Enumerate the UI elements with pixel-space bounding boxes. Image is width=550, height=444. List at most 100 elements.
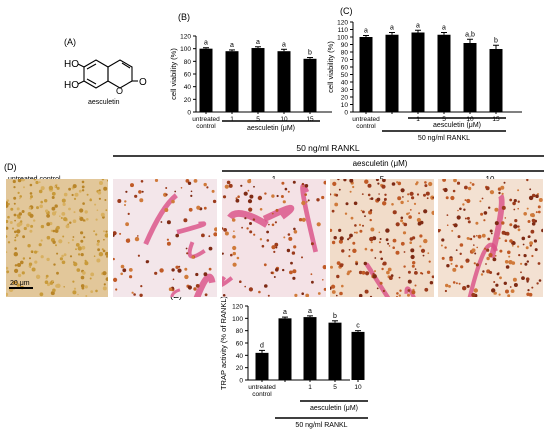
cell-dot xyxy=(485,186,490,191)
cell-dot xyxy=(352,185,355,189)
cell-dot xyxy=(407,200,409,203)
cell-dot xyxy=(235,198,240,203)
cell-dot xyxy=(466,284,470,288)
cell-dot xyxy=(78,189,82,193)
significance-letter-e-3: b xyxy=(333,313,337,320)
cell-dot xyxy=(6,251,8,253)
cell-dot xyxy=(14,268,19,273)
cell-dot xyxy=(531,218,536,223)
cell-dot xyxy=(522,243,525,246)
cell-dot xyxy=(287,190,290,193)
micrograph-untreated-control xyxy=(6,179,108,297)
cell-dot xyxy=(191,255,195,259)
cell-dot xyxy=(94,203,97,206)
cell-dot xyxy=(440,244,443,247)
cell-dot xyxy=(388,276,393,280)
cell-dot xyxy=(538,279,542,282)
cell-dot xyxy=(523,254,527,258)
cell-dot xyxy=(113,234,115,237)
cell-dot xyxy=(445,283,449,288)
cell-dot xyxy=(63,217,68,222)
y-tick-label-b: 20 xyxy=(184,97,192,104)
cell-dot xyxy=(52,280,54,283)
cell-dot xyxy=(538,198,543,202)
cell-dot xyxy=(17,179,22,183)
cell-dot xyxy=(343,179,347,182)
cell-dot xyxy=(100,212,105,217)
cell-dot xyxy=(479,200,482,203)
cell-dot xyxy=(467,186,472,191)
cell-dot xyxy=(330,228,333,232)
cell-dot xyxy=(281,181,285,185)
hydroxyl-bottom: HO xyxy=(64,80,79,91)
cell-dot xyxy=(459,207,462,211)
cell-dot xyxy=(498,237,501,240)
cell-dot xyxy=(63,192,68,197)
x-tick-label-b-1: 1 xyxy=(230,116,234,123)
cell-dot xyxy=(507,294,511,297)
cell-dot xyxy=(6,226,9,230)
cell-dot xyxy=(345,202,349,206)
cell-dot xyxy=(301,200,306,206)
cell-dot xyxy=(392,246,396,249)
cell-dot xyxy=(101,179,105,181)
cell-dot xyxy=(409,241,413,244)
cell-dot xyxy=(537,262,541,265)
cell-dot xyxy=(253,185,255,188)
osteoclast-stain xyxy=(193,273,216,297)
cell-dot xyxy=(17,191,20,194)
cell-dot xyxy=(395,222,400,227)
x-tick-label-c-4: 10 xyxy=(466,116,474,123)
cell-dot xyxy=(48,185,54,191)
cell-dot xyxy=(222,294,226,297)
cell-dot xyxy=(56,283,61,288)
cell-dot xyxy=(431,210,434,215)
y-tick-label-c: 110 xyxy=(338,27,349,34)
bar-e-1 xyxy=(278,318,292,380)
cell-dot xyxy=(458,282,461,285)
cell-dot xyxy=(214,227,217,232)
cell-dot xyxy=(96,258,101,263)
group-label-c: aesculetin (μM) xyxy=(433,122,481,129)
cell-dot xyxy=(286,248,291,253)
cell-dot xyxy=(341,284,344,288)
cell-dot xyxy=(103,186,108,191)
cell-dot xyxy=(336,294,338,297)
cell-dot xyxy=(531,222,536,226)
cell-dot xyxy=(446,224,449,226)
cell-dot xyxy=(422,254,425,257)
cell-dot xyxy=(466,216,470,220)
cell-dot xyxy=(282,268,285,272)
cell-dot xyxy=(90,290,94,293)
cell-dot xyxy=(184,267,188,271)
cell-dot xyxy=(63,212,66,215)
cell-dot xyxy=(402,231,407,235)
cell-dot xyxy=(33,179,37,181)
cell-dot xyxy=(466,261,468,263)
cell-dot xyxy=(14,219,16,222)
significance-letter-e-1: a xyxy=(283,309,287,316)
cell-dot xyxy=(19,197,21,200)
ring-oxygen: O xyxy=(116,86,123,96)
cell-dot xyxy=(39,204,43,209)
cell-dot xyxy=(379,238,382,240)
cell-dot xyxy=(501,192,504,195)
cell-dot xyxy=(407,279,412,284)
cell-dot xyxy=(424,184,428,188)
cell-dot xyxy=(62,202,66,206)
cell-dot xyxy=(305,293,310,297)
cell-dot xyxy=(174,190,177,193)
micrograph-aesculetin-5 xyxy=(330,179,434,297)
cell-dot xyxy=(102,271,107,276)
cell-dot xyxy=(165,187,168,189)
cell-dot xyxy=(165,193,168,196)
cell-dot xyxy=(208,246,213,251)
cell-dot xyxy=(208,235,211,238)
cell-dot xyxy=(292,180,296,184)
cell-dot xyxy=(330,265,333,269)
cell-dot xyxy=(424,181,427,184)
cell-dot xyxy=(497,187,502,191)
cell-dot xyxy=(17,273,22,278)
cell-dot xyxy=(133,293,136,296)
cell-dot xyxy=(80,284,85,288)
